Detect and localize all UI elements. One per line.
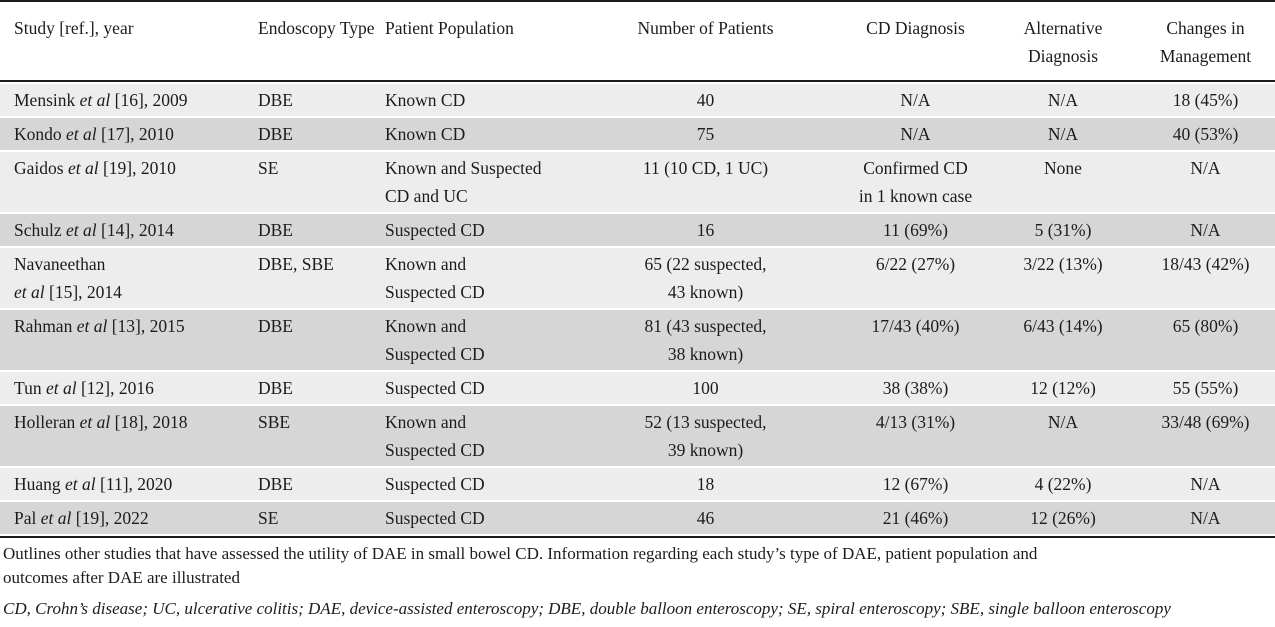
cell-study: Kondo et al [17], 2010 (0, 118, 258, 150)
cell-alternative-diagnosis: N/A (990, 406, 1140, 466)
column-header-study: Study [ref.], year (0, 4, 258, 82)
table-row: Mensink et al [16], 2009 DBE Known CD 40 N/A… (0, 84, 1275, 116)
cell-number-of-patients: 75 (570, 118, 845, 150)
cell-number-of-patients: 65 (22 suspected, 43 known) (570, 248, 845, 308)
cell-number-of-patients: 18 (570, 468, 845, 500)
column-header-endoscopy-type: Endoscopy Type (258, 4, 385, 82)
cell-number-of-patients: 100 (570, 372, 845, 404)
column-header-alternative-diagnosis: Alternative Diagnosis (990, 4, 1140, 82)
cell-changes-in-management: N/A (1140, 502, 1275, 534)
cell-changes-in-management: 18 (45%) (1140, 84, 1275, 116)
cell-endoscopy-type: DBE (258, 310, 385, 370)
cell-alternative-diagnosis: 12 (12%) (990, 372, 1140, 404)
cell-patient-population: Suspected CD (385, 468, 570, 500)
cell-cd-diagnosis: 12 (67%) (845, 468, 990, 500)
cell-patient-population: Known and Suspected CD (385, 248, 570, 308)
cell-study: Pal et al [19], 2022 (0, 502, 258, 534)
table-row: Kondo et al [17], 2010 DBE Known CD 75 N/A N/… (0, 118, 1275, 150)
header-row: Study [ref.], year Endoscopy Type Patient … (0, 4, 1275, 82)
cell-changes-in-management: 65 (80%) (1140, 310, 1275, 370)
cell-changes-in-management: 55 (55%) (1140, 372, 1275, 404)
table-row: Huang et al [11], 2020 DBE Suspected CD 18 1… (0, 468, 1275, 500)
cell-alternative-diagnosis: 12 (26%) (990, 502, 1140, 534)
cell-study: Gaidos et al [19], 2010 (0, 152, 258, 212)
cell-number-of-patients: 81 (43 suspected, 38 known) (570, 310, 845, 370)
cell-endoscopy-type: SBE (258, 406, 385, 466)
cell-patient-population: Suspected CD (385, 372, 570, 404)
studies-table: Study [ref.], year Endoscopy Type Patient … (0, 0, 1275, 538)
cell-number-of-patients: 11 (10 CD, 1 UC) (570, 152, 845, 212)
cell-patient-population: Suspected CD (385, 214, 570, 246)
cell-endoscopy-type: SE (258, 502, 385, 534)
cell-endoscopy-type: DBE (258, 118, 385, 150)
table-caption: Outlines other studies that have assesse… (3, 544, 1038, 587)
cell-study: Navaneethan et al [15], 2014 (0, 248, 258, 308)
cell-alternative-diagnosis: 5 (31%) (990, 214, 1140, 246)
table-row: Holleran et al [18], 2018 SBE Known and Su… (0, 406, 1275, 466)
cell-cd-diagnosis: 38 (38%) (845, 372, 990, 404)
cell-alternative-diagnosis: 6/43 (14%) (990, 310, 1140, 370)
cell-cd-diagnosis: N/A (845, 118, 990, 150)
cell-patient-population: Known and Suspected CD (385, 310, 570, 370)
cell-changes-in-management: 18/43 (42%) (1140, 248, 1275, 308)
cell-cd-diagnosis: 4/13 (31%) (845, 406, 990, 466)
cell-patient-population: Known CD (385, 118, 570, 150)
cell-cd-diagnosis: 17/43 (40%) (845, 310, 990, 370)
cell-changes-in-management: N/A (1140, 214, 1275, 246)
cell-alternative-diagnosis: None (990, 152, 1140, 212)
column-header-patient-population: Patient Population (385, 4, 570, 82)
cell-alternative-diagnosis: N/A (990, 118, 1140, 150)
table-row: Schulz et al [14], 2014 DBE Suspected CD 16… (0, 214, 1275, 246)
cell-endoscopy-type: DBE (258, 372, 385, 404)
cell-endoscopy-type: SE (258, 152, 385, 212)
cell-cd-diagnosis: Confirmed CD in 1 known case (845, 152, 990, 212)
cell-study: Huang et al [11], 2020 (0, 468, 258, 500)
table-row: Navaneethan et al [15], 2014 DBE, SBE Know… (0, 248, 1275, 308)
cell-number-of-patients: 40 (570, 84, 845, 116)
cell-alternative-diagnosis: N/A (990, 84, 1140, 116)
cell-number-of-patients: 46 (570, 502, 845, 534)
cell-number-of-patients: 52 (13 suspected, 39 known) (570, 406, 845, 466)
table-row: Gaidos et al [19], 2010 SE Known and Suspe… (0, 152, 1275, 212)
cell-cd-diagnosis: N/A (845, 84, 990, 116)
cell-number-of-patients: 16 (570, 214, 845, 246)
cell-alternative-diagnosis: 3/22 (13%) (990, 248, 1140, 308)
cell-study: Schulz et al [14], 2014 (0, 214, 258, 246)
cell-changes-in-management: 40 (53%) (1140, 118, 1275, 150)
cell-cd-diagnosis: 11 (69%) (845, 214, 990, 246)
cell-changes-in-management: 33/48 (69%) (1140, 406, 1275, 466)
cell-patient-population: Known and Suspected CD (385, 406, 570, 466)
cell-cd-diagnosis: 6/22 (27%) (845, 248, 990, 308)
cell-alternative-diagnosis: 4 (22%) (990, 468, 1140, 500)
cell-patient-population: Known and Suspected CD and UC (385, 152, 570, 212)
cell-endoscopy-type: DBE (258, 84, 385, 116)
column-header-number-of-patients: Number of Patients (570, 4, 845, 82)
cell-study: Tun et al [12], 2016 (0, 372, 258, 404)
cell-changes-in-management: N/A (1140, 152, 1275, 212)
table-row: Pal et al [19], 2022 SE Suspected CD 46 21 (… (0, 502, 1275, 534)
cell-endoscopy-type: DBE, SBE (258, 248, 385, 308)
table-header: Study [ref.], year Endoscopy Type Patient … (0, 4, 1275, 82)
table-row: Rahman et al [13], 2015 DBE Known and Susp… (0, 310, 1275, 370)
cell-changes-in-management: N/A (1140, 468, 1275, 500)
cell-cd-diagnosis: 21 (46%) (845, 502, 990, 534)
table-body: Mensink et al [16], 2009 DBE Known CD 40 N/A… (0, 84, 1275, 534)
cell-patient-population: Known CD (385, 84, 570, 116)
cell-study: Holleran et al [18], 2018 (0, 406, 258, 466)
cell-study: Mensink et al [16], 2009 (0, 84, 258, 116)
column-header-cd-diagnosis: CD Diagnosis (845, 4, 990, 82)
cell-patient-population: Suspected CD (385, 502, 570, 534)
table-row: Tun et al [12], 2016 DBE Suspected CD 100 38… (0, 372, 1275, 404)
column-header-changes-in-management: Changes in Management (1140, 4, 1275, 82)
cell-endoscopy-type: DBE (258, 214, 385, 246)
abbreviations-note: CD, Crohn’s disease; UC, ulcerative coli… (3, 599, 1171, 618)
cell-study: Rahman et al [13], 2015 (0, 310, 258, 370)
cell-endoscopy-type: DBE (258, 468, 385, 500)
